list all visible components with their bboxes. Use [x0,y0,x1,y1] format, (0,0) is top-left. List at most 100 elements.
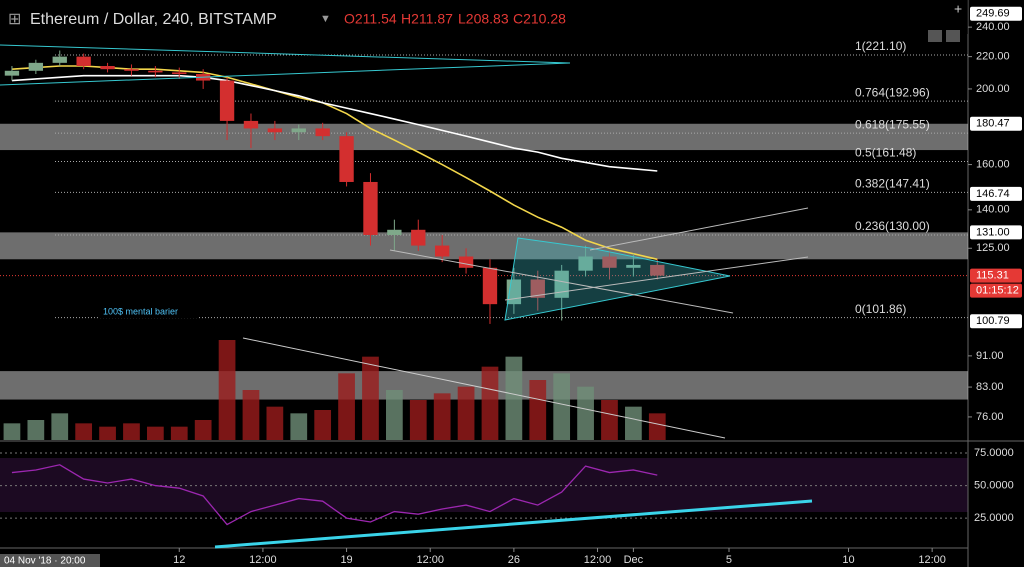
x-tick-label: 26 [508,554,520,566]
candle-body [100,66,115,70]
fib-label: 0.764(192.96) [855,85,930,99]
volume-trend-line [242,337,726,439]
x-tick-label: 12:00 [918,554,946,566]
volume-bar [51,413,69,440]
triangle-pattern [504,237,731,321]
volume-bar [290,413,308,440]
plus-icon[interactable]: + [954,1,962,17]
candle-body [28,62,44,71]
price-label-box [970,186,1022,201]
price-label: 115.31 [976,270,1009,282]
ohlc-open: O211.54 [344,11,397,27]
x-tick-label: 12:00 [249,554,277,566]
x-tick-label: Dec [624,554,644,566]
price-label: 249.69 [976,8,1010,20]
y-tick-label: 125.00 [976,242,1010,254]
x-tick-label: 12:00 [584,554,612,566]
volume-bar [123,423,140,440]
y-tick-label: 76.00 [976,411,1004,423]
candle-body [315,128,330,137]
volume-bar [99,426,116,440]
rsi-tick-label: 25.0000 [974,512,1014,524]
candle-body [626,264,641,268]
candle-body [435,245,450,257]
moving-average [11,65,658,261]
button[interactable] [928,30,942,42]
price-label-box [970,225,1022,240]
fib-label: 0.618(175.55) [855,117,930,131]
volume-bar [553,373,571,440]
volume-bar [409,400,427,440]
volume-bar [481,366,499,440]
header-title: Ethereum / Dollar, 240, BITSTAMP [30,11,277,28]
fib-label: 0.382(147.41) [855,177,930,191]
candle-body [243,120,259,129]
volume-bar [529,380,547,440]
price-label: 131.00 [976,226,1010,238]
candle-body [52,56,67,63]
volume-bar [242,390,260,440]
channel-line [589,207,809,251]
price-label: 180.47 [976,118,1010,130]
candle-body [578,256,593,271]
volume-bar [170,426,188,440]
price-label-box [970,268,1022,283]
volume-bar [601,400,618,440]
ohlc-close: C210.28 [513,11,566,27]
volume-bar [314,410,332,440]
volume-bar [75,423,93,440]
header-bg [0,0,968,34]
price-label: 100.79 [976,315,1010,327]
symbol-icon: ⊞ [8,11,21,28]
rsi-line [11,464,658,526]
zone [0,123,968,151]
fib-label: 1(221.10) [855,39,906,53]
y-tick-label: 83.00 [976,381,1004,393]
x-tick-label: 12 [173,554,185,566]
button[interactable] [946,30,960,42]
candle-body [4,70,20,76]
channel-line [504,256,809,301]
y-tick-label: 200.00 [976,83,1010,95]
volume-bar [338,373,355,440]
volume-bar [266,406,284,440]
volume-bar [433,393,451,440]
volume-bar [625,406,642,440]
candle-body [124,69,139,71]
candle-body [530,279,545,298]
y-tick-label: 240.00 [976,21,1010,33]
volume-bar [3,423,21,440]
candle-body [650,264,665,276]
volume-bar [218,340,236,440]
candle-body [267,128,283,133]
y-tick-label: 160.00 [976,158,1010,170]
dropdown-icon[interactable]: ▼ [320,13,331,25]
x-tick-label: 19 [340,554,352,566]
fib-label: 0.5(161.48) [855,146,916,160]
ohlc-low: L208.83 [458,11,509,27]
fib-label: 0(101.86) [855,302,906,316]
x-tick-label: 12:00 [416,554,444,566]
candle-body [76,56,91,67]
ohlc-high: H211.87 [401,11,453,27]
x-tick-label: 10 [842,554,854,566]
candle-body [411,229,426,246]
trend-line [0,62,571,86]
cursor-time: 04 Nov '18 · 20:00 [4,556,86,567]
annotation: 100$ mental barier [103,306,178,316]
candle-body [458,256,474,268]
countdown: 01:15:12 [976,285,1019,297]
channel-line [389,249,734,314]
price-label-box [970,116,1022,131]
rsi-tick-label: 50.0000 [974,479,1014,491]
rsi-tick-label: 75.0000 [974,447,1014,459]
price-label-box [970,314,1022,329]
volume-bar [362,356,379,440]
candle-body [339,136,354,182]
candle-body [148,70,163,73]
candle-body [602,256,617,268]
volume-bar [505,356,523,440]
y-tick-label: 220.00 [976,51,1010,63]
